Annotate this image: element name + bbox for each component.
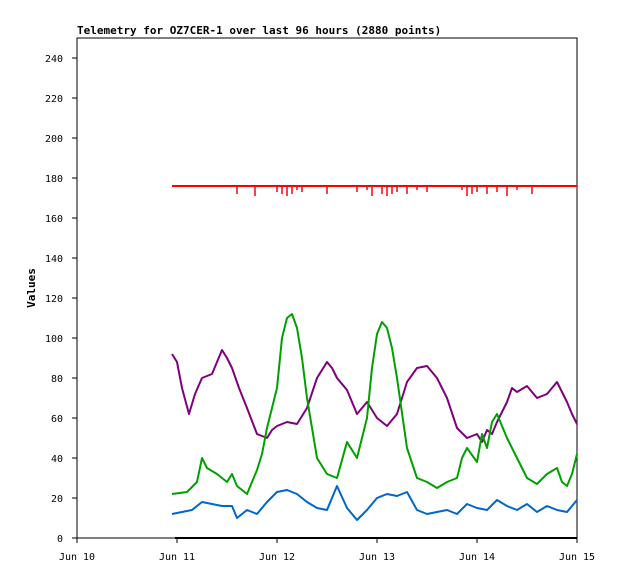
y-axis-ticks: 0 20 40 60 80 100 120 140 160 180 200 220 240 (45, 54, 77, 545)
x-tick-label: Jun 15 (559, 552, 595, 563)
chart-title: Telemetry for OZ7CER-1 over last 96 hour… (77, 24, 441, 37)
y-tick-label: 120 (45, 294, 63, 305)
x-tick-label: Jun 10 (59, 552, 95, 563)
plot-area (76, 37, 578, 539)
x-tick-label: Jun 12 (259, 552, 295, 563)
y-tick-label: 80 (51, 374, 63, 385)
y-tick-label: 200 (45, 134, 63, 145)
x-axis-ticks: Jun 10 Jun 11 Jun 12 Jun 13 Jun 14 Jun 15 (59, 538, 595, 563)
x-tick-label: Jun 11 (159, 552, 195, 563)
y-tick-label: 180 (45, 174, 63, 185)
y-tick-label: 140 (45, 254, 63, 265)
series-layer (171, 185, 578, 521)
spike-layer (236, 186, 533, 196)
y-tick-label: 240 (45, 54, 63, 65)
series-line-2 (171, 349, 578, 443)
y-tick-label: 40 (51, 454, 63, 465)
series-line-3 (171, 313, 578, 495)
x-tick-label: Jun 14 (459, 552, 495, 563)
x-tick-label: Jun 13 (359, 552, 395, 563)
y-tick-label: 0 (57, 534, 63, 545)
y-axis-label: Values (25, 268, 38, 308)
y-tick-label: 20 (51, 494, 63, 505)
series-line-4 (171, 485, 578, 521)
y-tick-label: 60 (51, 414, 63, 425)
y-tick-label: 220 (45, 94, 63, 105)
y-tick-label: 100 (45, 334, 63, 345)
y-tick-label: 160 (45, 214, 63, 225)
